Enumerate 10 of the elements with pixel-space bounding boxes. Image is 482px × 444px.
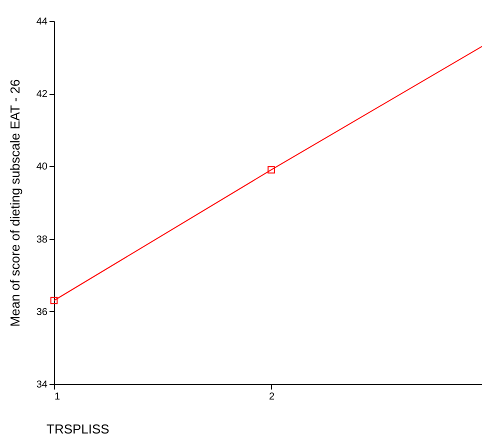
- y-axis-title: Mean of score of dieting subscale EAT - 26: [7, 79, 22, 327]
- y-tick-label: 36: [36, 306, 48, 318]
- y-tick-label: 42: [36, 89, 48, 100]
- y-tick-label: 40: [36, 162, 48, 173]
- x-tick-label: 1: [54, 392, 60, 402]
- x-axis-title: TRSPLISS: [46, 422, 110, 436]
- y-tick-label: 38: [36, 234, 48, 246]
- y-tick-label: 34: [36, 380, 48, 390]
- x-tick-label: 2: [268, 392, 275, 402]
- y-tick-label: 44: [36, 16, 48, 28]
